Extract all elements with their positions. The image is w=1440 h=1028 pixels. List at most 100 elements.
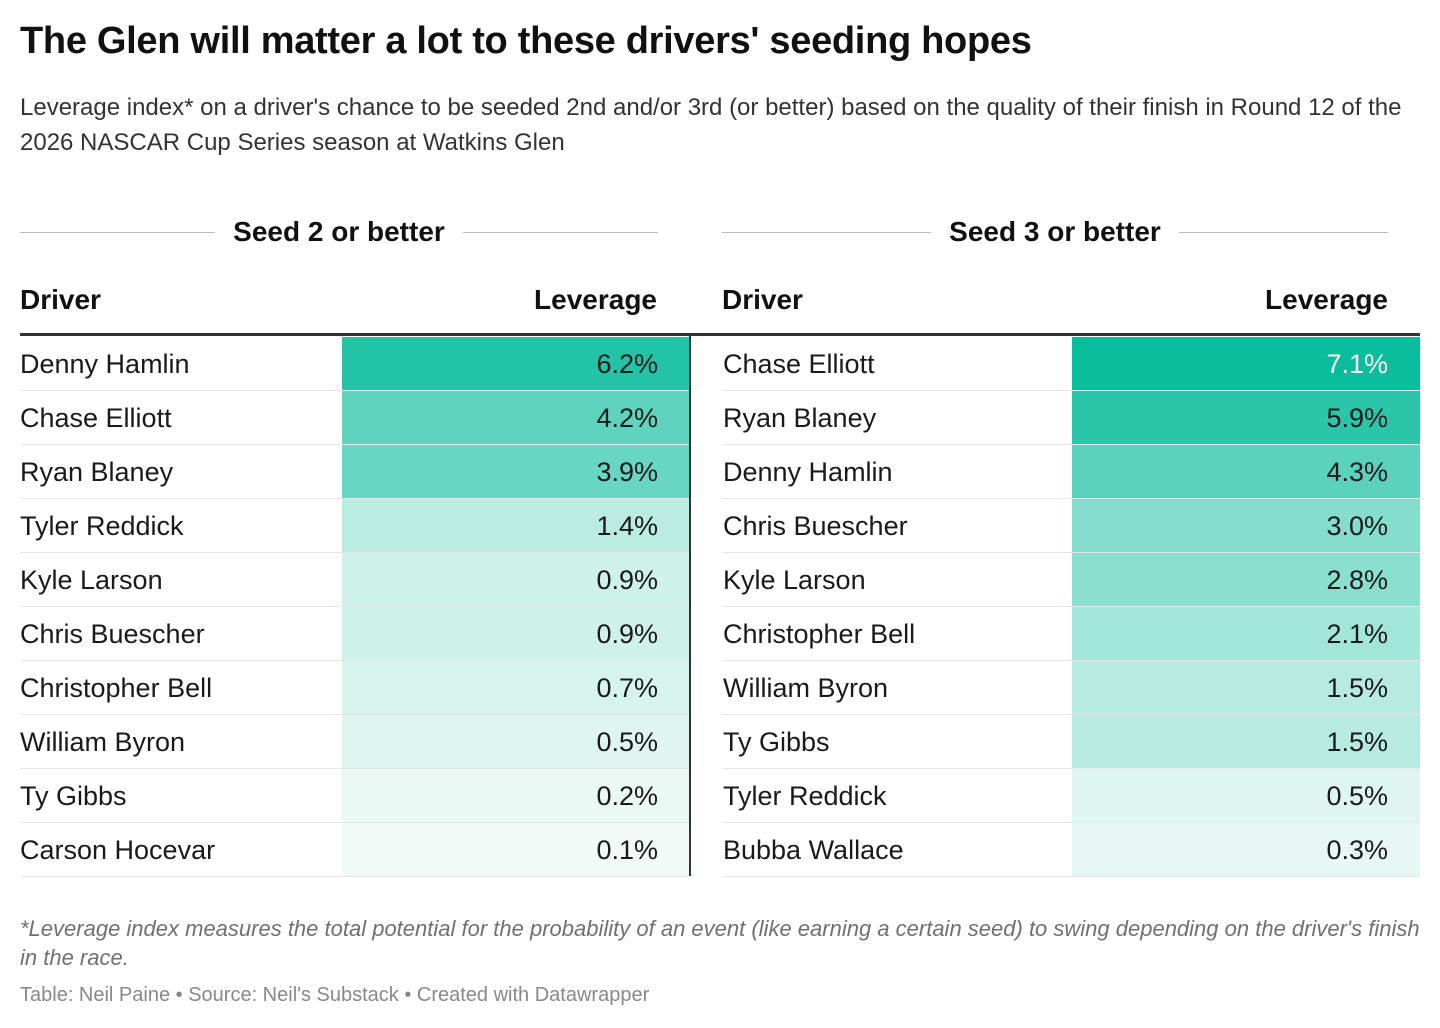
- leverage-cell: 5.9%: [1072, 391, 1420, 445]
- column-header-driver: Driver: [722, 284, 803, 315]
- group-header-seed-2: Seed 2 or better: [20, 212, 658, 252]
- row-separator: [723, 822, 1420, 823]
- driver-name: Kyle Larson: [723, 565, 866, 595]
- driver-name: Ryan Blaney: [723, 403, 877, 433]
- driver-name: Tyler Reddick: [723, 781, 887, 811]
- leverage-cell: 0.5%: [342, 715, 690, 769]
- table-row: 5.9% Ryan Blaney: [723, 391, 1420, 445]
- row-separator: [723, 444, 1420, 445]
- row-separator: [723, 390, 1420, 391]
- row-separator: [723, 606, 1420, 607]
- row-separator: [20, 822, 690, 823]
- table-row: 0.9% Chris Buescher: [20, 607, 690, 661]
- leverage-cell: 0.2%: [342, 769, 690, 823]
- driver-name: Chris Buescher: [20, 619, 205, 649]
- leverage-value: 2.1%: [1326, 619, 1388, 649]
- leverage-value: 5.9%: [1326, 403, 1388, 433]
- table-row: 7.1% Chase Elliott: [723, 337, 1420, 391]
- leverage-cell: 0.7%: [342, 661, 690, 715]
- driver-name: Denny Hamlin: [723, 457, 893, 487]
- chart-subtitle: Leverage index* on a driver's chance to …: [20, 94, 1402, 156]
- column-header-driver: Driver: [20, 284, 101, 315]
- leverage-value: 1.5%: [1326, 673, 1388, 703]
- driver-name: Bubba Wallace: [723, 835, 904, 865]
- driver-name: Christopher Bell: [20, 673, 213, 703]
- driver-name: Tyler Reddick: [20, 511, 184, 541]
- row-separator: [20, 768, 690, 769]
- leverage-cell: 3.0%: [1072, 499, 1420, 553]
- driver-name: Chase Elliott: [723, 349, 875, 379]
- table-row: 0.3% Bubba Wallace: [723, 823, 1420, 877]
- driver-name: Kyle Larson: [20, 565, 163, 595]
- row-separator: [723, 552, 1420, 553]
- leverage-value: 1.4%: [596, 511, 658, 541]
- table-row: 0.5% Tyler Reddick: [723, 769, 1420, 823]
- table-row: 3.0% Chris Buescher: [723, 499, 1420, 553]
- leverage-cell: 2.8%: [1072, 553, 1420, 607]
- table-row: 0.7% Christopher Bell: [20, 661, 690, 715]
- footnote: *Leverage index measures the total poten…: [20, 916, 1420, 970]
- table-row: 0.5% William Byron: [20, 715, 690, 769]
- row-separator: [20, 390, 690, 391]
- leverage-cell: 0.9%: [342, 553, 690, 607]
- leverage-value: 0.1%: [596, 835, 658, 865]
- leverage-value: 0.5%: [596, 727, 658, 757]
- row-separator: [723, 660, 1420, 661]
- driver-name: Chris Buescher: [723, 511, 908, 541]
- row-separator: [723, 768, 1420, 769]
- leverage-value: 6.2%: [596, 349, 658, 379]
- leverage-value: 2.8%: [1326, 565, 1388, 595]
- group-header-seed-3: Seed 3 or better: [722, 212, 1388, 252]
- leverage-value: 0.2%: [596, 781, 658, 811]
- table-row: 1.5% Ty Gibbs: [723, 715, 1420, 769]
- table-row: 2.1% Christopher Bell: [723, 607, 1420, 661]
- leverage-cell: 1.5%: [1072, 715, 1420, 769]
- leverage-value: 0.9%: [596, 565, 658, 595]
- credit-line: Table: Neil Paine • Source: Neil's Subst…: [20, 984, 650, 1006]
- row-separator: [20, 444, 690, 445]
- driver-name: William Byron: [20, 727, 186, 757]
- group-divider: [689, 336, 691, 876]
- leverage-cell: 6.2%: [342, 337, 690, 391]
- driver-name: William Byron: [723, 673, 889, 703]
- row-separator: [20, 606, 690, 607]
- table-row: 1.4% Tyler Reddick: [20, 499, 690, 553]
- table-row: 0.1% Carson Hocevar: [20, 823, 690, 877]
- leverage-cell: 7.1%: [1072, 337, 1420, 391]
- leverage-value: 0.3%: [1326, 835, 1388, 865]
- row-separator: [723, 876, 1420, 877]
- driver-name: Chase Elliott: [20, 403, 172, 433]
- driver-name: Denny Hamlin: [20, 349, 190, 379]
- leverage-value: 7.1%: [1326, 349, 1388, 379]
- table-row: 1.5% William Byron: [723, 661, 1420, 715]
- table-row: 0.9% Kyle Larson: [20, 553, 690, 607]
- driver-name: Ty Gibbs: [723, 727, 830, 757]
- driver-name: Carson Hocevar: [20, 835, 216, 865]
- group-label-seed-2: Seed 2 or better: [215, 216, 463, 247]
- header-rule: [20, 333, 1420, 336]
- table-row: 4.3% Denny Hamlin: [723, 445, 1420, 499]
- table-row: 2.8% Kyle Larson: [723, 553, 1420, 607]
- row-separator: [20, 876, 690, 877]
- leverage-cell: 4.3%: [1072, 445, 1420, 499]
- leverage-value: 4.2%: [596, 403, 658, 433]
- table-row: 6.2% Denny Hamlin: [20, 337, 690, 391]
- row-separator: [20, 660, 690, 661]
- row-separator: [20, 498, 690, 499]
- leverage-value: 3.0%: [1326, 511, 1388, 541]
- column-header-leverage: Leverage: [534, 284, 657, 315]
- leverage-cell: 0.5%: [1072, 769, 1420, 823]
- leverage-value: 0.9%: [596, 619, 658, 649]
- leverage-cell: 1.4%: [342, 499, 690, 553]
- driver-name: Ryan Blaney: [20, 457, 174, 487]
- row-separator: [20, 552, 690, 553]
- leverage-value: 3.9%: [596, 457, 658, 487]
- driver-name: Christopher Bell: [723, 619, 916, 649]
- leverage-value: 0.5%: [1326, 781, 1388, 811]
- leverage-cell: 0.9%: [342, 607, 690, 661]
- leverage-cell: 4.2%: [342, 391, 690, 445]
- leverage-cell: 3.9%: [342, 445, 690, 499]
- table-row: 3.9% Ryan Blaney: [20, 445, 690, 499]
- leverage-cell: 0.3%: [1072, 823, 1420, 877]
- table-row: 0.2% Ty Gibbs: [20, 769, 690, 823]
